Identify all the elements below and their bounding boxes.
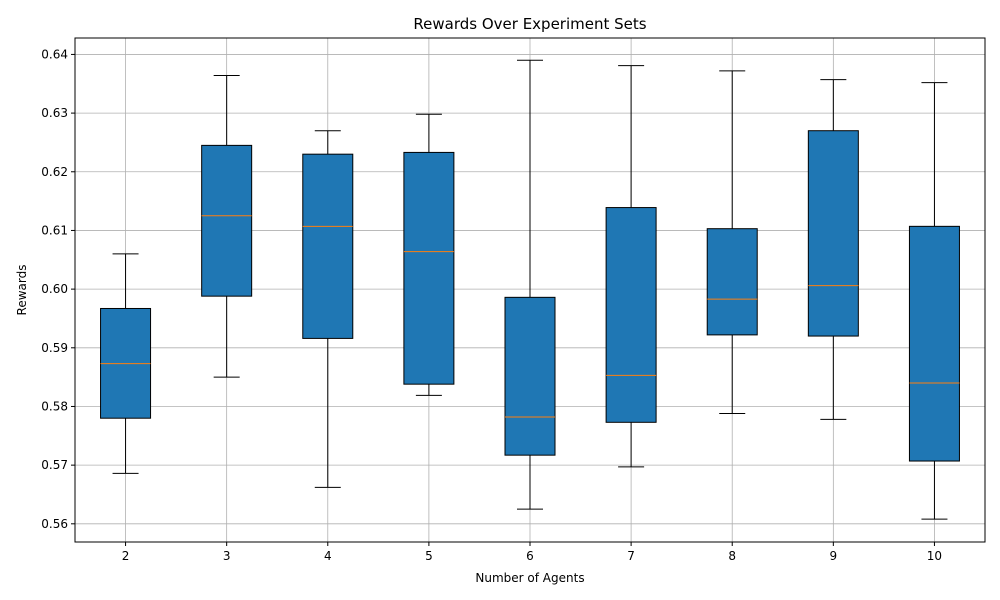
- box-group-3: [201, 75, 253, 378]
- box-iqr: [908, 225, 960, 462]
- y-tick-label: 0.57: [41, 458, 68, 472]
- box-group-9: [807, 79, 859, 420]
- x-tick-label: 5: [425, 549, 433, 563]
- box-group-7: [605, 65, 657, 468]
- box-iqr: [605, 207, 657, 423]
- x-tick-label: 3: [223, 549, 231, 563]
- box-iqr: [403, 151, 455, 385]
- box-iqr: [504, 296, 556, 456]
- y-tick-label: 0.58: [41, 399, 68, 413]
- y-axis-label: Rewards: [15, 265, 29, 316]
- y-tick-label: 0.59: [41, 341, 68, 355]
- box-group-10: [908, 82, 960, 520]
- box-group-4: [302, 130, 354, 488]
- x-tick-label: 10: [927, 549, 942, 563]
- x-tick-label: 4: [324, 549, 332, 563]
- box-group-5: [403, 113, 455, 396]
- box-iqr: [302, 153, 354, 339]
- y-tick-label: 0.64: [41, 47, 68, 61]
- boxes-layer: [100, 59, 960, 520]
- y-tick-label: 0.63: [41, 106, 68, 120]
- x-tick-label: 6: [526, 549, 534, 563]
- y-tick-label: 0.56: [41, 517, 68, 531]
- x-tick-label: 9: [830, 549, 838, 563]
- x-tick-label: 7: [627, 549, 635, 563]
- x-tick-label: 2: [122, 549, 130, 563]
- box-group-6: [504, 59, 556, 510]
- x-axis-label: Number of Agents: [475, 571, 584, 585]
- y-tick-label: 0.62: [41, 165, 68, 179]
- y-tick-label: 0.61: [41, 223, 68, 237]
- box-iqr: [201, 144, 253, 297]
- y-tick-label: 0.60: [41, 282, 68, 296]
- box-iqr: [807, 130, 859, 337]
- box-group-2: [100, 253, 152, 474]
- axis-ticks: 0.56 0.57 0.58 0.59 0.60 0.61 0.62 0.63 0.64 2 3 4 5…: [41, 47, 942, 563]
- x-tick-label: 8: [728, 549, 736, 563]
- box-iqr: [706, 228, 758, 336]
- box-group-8: [706, 70, 758, 415]
- chart-title: Rewards Over Experiment Sets: [413, 15, 646, 33]
